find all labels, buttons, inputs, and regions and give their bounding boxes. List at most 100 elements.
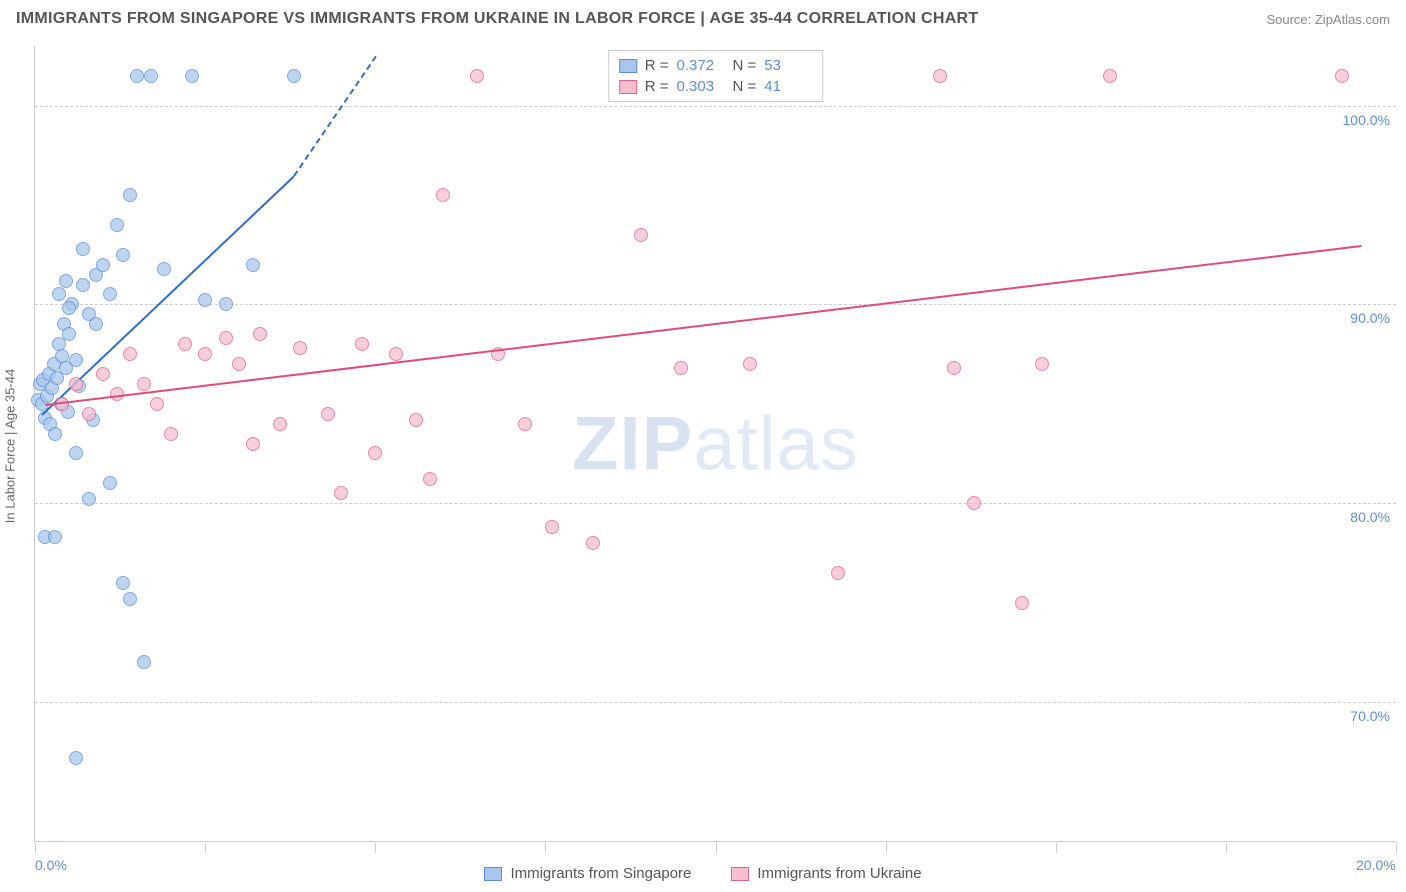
x-tick (545, 843, 546, 853)
scatter-point (48, 530, 62, 544)
scatter-point (1035, 357, 1049, 371)
y-tick-label: 70.0% (1350, 708, 1390, 724)
scatter-point (967, 496, 981, 510)
scatter-point (334, 486, 348, 500)
scatter-point (110, 218, 124, 232)
scatter-point (130, 69, 144, 83)
scatter-point (82, 492, 96, 506)
scatter-point (103, 476, 117, 490)
scatter-point (933, 69, 947, 83)
scatter-point (76, 278, 90, 292)
scatter-point (96, 258, 110, 272)
stat-r-label: R = (645, 57, 669, 74)
scatter-point (634, 228, 648, 242)
scatter-point (69, 751, 83, 765)
gridline-h (35, 702, 1396, 703)
scatter-point (96, 367, 110, 381)
scatter-point (137, 655, 151, 669)
scatter-point (1015, 596, 1029, 610)
scatter-point (545, 520, 559, 534)
scatter-point (1335, 69, 1349, 83)
watermark: ZIPatlas (572, 400, 859, 487)
stats-row: R =0.303N =41 (619, 76, 813, 97)
scatter-point (76, 242, 90, 256)
scatter-point (69, 377, 83, 391)
scatter-point (48, 427, 62, 441)
scatter-point (253, 327, 267, 341)
scatter-point (219, 297, 233, 311)
scatter-point (409, 413, 423, 427)
scatter-point (116, 248, 130, 262)
scatter-point (368, 446, 382, 460)
scatter-point (246, 437, 260, 451)
scatter-point (1103, 69, 1117, 83)
scatter-point (103, 287, 117, 301)
scatter-point (52, 287, 66, 301)
watermark-bold: ZIP (572, 401, 693, 486)
x-tick (375, 843, 376, 853)
legend-swatch (731, 867, 749, 881)
chart-title: IMMIGRANTS FROM SINGAPORE VS IMMIGRANTS … (16, 10, 978, 28)
title-bar: IMMIGRANTS FROM SINGAPORE VS IMMIGRANTS … (0, 0, 1406, 32)
scatter-point (144, 69, 158, 83)
scatter-point (232, 357, 246, 371)
scatter-point (157, 262, 171, 276)
y-axis-title: In Labor Force | Age 35-44 (3, 369, 18, 523)
scatter-point (123, 347, 137, 361)
gridline-h (35, 106, 1396, 107)
scatter-point (123, 592, 137, 606)
scatter-point (150, 397, 164, 411)
stats-row: R =0.372N =53 (619, 55, 813, 76)
stat-r-value: 0.303 (677, 78, 725, 95)
trend-line (45, 245, 1362, 406)
scatter-point (273, 417, 287, 431)
legend-label: Immigrants from Ukraine (757, 865, 921, 882)
scatter-point (82, 407, 96, 421)
scatter-point (185, 69, 199, 83)
y-tick-label: 80.0% (1350, 509, 1390, 525)
legend-swatch (619, 59, 637, 73)
legend-swatch (619, 80, 637, 94)
scatter-point (89, 317, 103, 331)
gridline-h (35, 503, 1396, 504)
scatter-point (164, 427, 178, 441)
stat-n-value: 53 (764, 57, 812, 74)
scatter-point (674, 361, 688, 375)
scatter-point (586, 536, 600, 550)
scatter-point (246, 258, 260, 272)
stat-r-label: R = (645, 78, 669, 95)
scatter-point (69, 353, 83, 367)
scatter-point (59, 274, 73, 288)
legend-swatch (484, 867, 502, 881)
legend-item: Immigrants from Ukraine (731, 865, 921, 882)
scatter-point (518, 417, 532, 431)
source-label: Source: ZipAtlas.com (1266, 12, 1390, 27)
scatter-point (198, 347, 212, 361)
scatter-point (69, 446, 83, 460)
stats-legend: R =0.372N =53R =0.303N =41 (608, 50, 824, 102)
scatter-point (62, 301, 76, 315)
scatter-point (116, 576, 130, 590)
scatter-point (178, 337, 192, 351)
x-tick (205, 843, 206, 853)
scatter-point (137, 377, 151, 391)
scatter-point (198, 293, 212, 307)
scatter-point (831, 566, 845, 580)
scatter-point (947, 361, 961, 375)
legend-label: Immigrants from Singapore (510, 865, 691, 882)
stat-r-value: 0.372 (677, 57, 725, 74)
x-tick (1056, 843, 1057, 853)
watermark-light: atlas (693, 401, 859, 486)
scatter-point (436, 188, 450, 202)
x-tick (1396, 843, 1397, 853)
x-tick (35, 843, 36, 853)
trend-line-dashed (293, 56, 376, 176)
scatter-point (321, 407, 335, 421)
gridline-h (35, 304, 1396, 305)
y-tick-label: 100.0% (1343, 112, 1390, 128)
y-tick-label: 90.0% (1350, 310, 1390, 326)
scatter-point (423, 472, 437, 486)
x-tick (716, 843, 717, 853)
scatter-point (293, 341, 307, 355)
x-tick (886, 843, 887, 853)
